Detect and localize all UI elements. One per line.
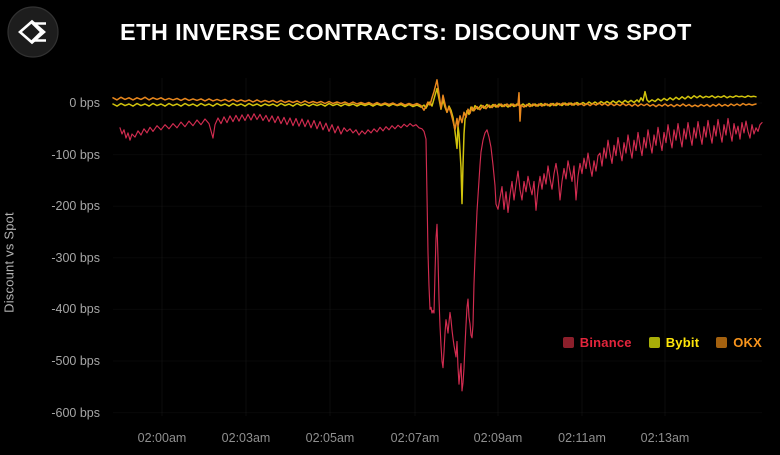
- legend-item-okx[interactable]: OKX: [716, 335, 762, 350]
- sigma-diamond-logo-icon: [7, 6, 59, 58]
- x-tick-label: 02:09am: [473, 431, 523, 445]
- header: ETH INVERSE CONTRACTS: DISCOUNT VS SPOT: [0, 0, 780, 62]
- series-line-bybit: [112, 87, 757, 205]
- y-tick-label: -500 bps: [51, 354, 100, 368]
- x-tick-label: 02:07am: [390, 431, 440, 445]
- legend-swatch-icon: [648, 337, 660, 348]
- y-tick-label: -400 bps: [51, 302, 100, 317]
- y-axis: 0 bps -100 bps -200 bps -300 bps -400 bps -50…: [0, 0, 100, 455]
- legend-item-bybit[interactable]: Bybit: [648, 335, 700, 350]
- x-tick-label: 02:00am: [137, 431, 187, 445]
- y-tick-label: 0 bps: [69, 96, 100, 110]
- legend-label: Binance: [579, 335, 632, 350]
- legend-item-binance[interactable]: Binance: [562, 335, 632, 350]
- x-tick-label: 02:13am: [640, 431, 690, 445]
- legend-swatch-icon: [716, 337, 728, 348]
- y-tick-label: -600 bps: [51, 405, 100, 420]
- x-axis: 02:00am 02:03am 02:05am 02:07am 02:09am 02:11…: [0, 430, 780, 450]
- y-tick-label: -100 bps: [51, 147, 100, 162]
- x-tick-label: 02:05am: [305, 431, 355, 445]
- chart-title: ETH INVERSE CONTRACTS: DISCOUNT VS SPOT: [120, 19, 692, 45]
- legend: Binance Bybit OKX: [562, 335, 762, 350]
- legend-label: OKX: [733, 335, 762, 350]
- legend-label: Bybit: [665, 335, 700, 350]
- legend-swatch-icon: [562, 337, 574, 348]
- y-tick-label: -300 bps: [51, 250, 100, 265]
- x-tick-label: 02:03am: [221, 431, 271, 445]
- x-tick-label: 02:11am: [558, 431, 606, 445]
- y-tick-label: -200 bps: [51, 199, 100, 214]
- series-line-binance: [119, 113, 763, 392]
- series-line-okx: [112, 79, 757, 131]
